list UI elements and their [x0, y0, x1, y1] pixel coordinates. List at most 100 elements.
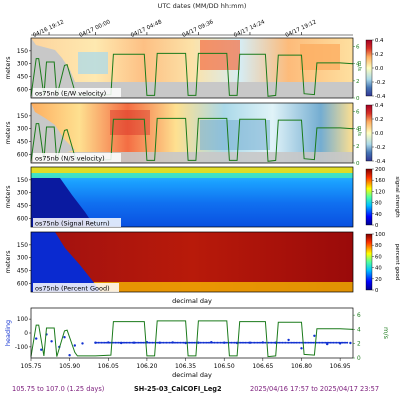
colorbar-tick-label: 80: [375, 243, 382, 249]
heading-point: [164, 341, 166, 344]
heading-point: [259, 341, 262, 344]
ns-label-bg: [33, 153, 121, 162]
ew-colorbar-ticks: 0.4 0.2 0.0 -0.2 -0.4: [372, 38, 386, 100]
heading-point: [142, 341, 145, 344]
ns-yticks: 150 300 450 600: [17, 114, 31, 158]
heading-point: [212, 341, 214, 344]
heading-yticks: 100 0 -100: [15, 317, 31, 351]
heading-point: [113, 341, 115, 344]
heading-point: [239, 341, 242, 344]
depth-tick-label: 600: [17, 152, 28, 158]
ew-cool-patch-1: [78, 52, 108, 74]
top-tick-label: 04/17 04:48: [130, 19, 163, 39]
heading-point: [210, 341, 213, 344]
panel-ew-velocity: os75nb (E/W velocity) meters 15030045060…: [4, 37, 386, 102]
heading-point: [300, 347, 303, 350]
colorbar-tick-label: 0.2: [375, 117, 383, 123]
heading-point: [178, 341, 180, 344]
heading-point: [213, 341, 216, 344]
heading-point: [241, 341, 244, 344]
heading-point: [133, 341, 135, 344]
heading-point: [161, 341, 163, 344]
heading-point: [137, 341, 140, 344]
day-tick-label: 106.65: [252, 363, 273, 370]
heading-point: [208, 341, 211, 344]
heading-point: [326, 342, 329, 346]
heading-point: [199, 341, 202, 344]
heading-point: [335, 341, 338, 344]
ns-blue-patch: [200, 120, 270, 150]
heading-point: [300, 341, 302, 344]
heading-point: [102, 341, 104, 344]
heading-point: [287, 338, 290, 342]
day-tick-label: 105.75: [21, 363, 42, 370]
heading-point: [246, 341, 248, 344]
footer: 105.75 to 107.0 (1.25 days) SH-25-03_Cal…: [0, 383, 400, 397]
heading-point: [304, 341, 307, 344]
heading-point: [191, 341, 194, 344]
heading-point: [127, 341, 129, 344]
ns-right-label: m/s: [356, 126, 362, 136]
heading-point: [306, 341, 308, 344]
colorbar-tick-label: 20: [375, 277, 382, 283]
depth-tick-label: 600: [17, 87, 28, 93]
heading-point: [261, 341, 264, 344]
heading-point: [235, 341, 237, 344]
depth-tick-label: 300: [17, 191, 28, 197]
heading-xlabel: decimal day: [172, 371, 212, 379]
heading-point: [63, 336, 66, 339]
heading-point: [139, 341, 142, 344]
heading-point: [247, 341, 250, 344]
heading-point: [250, 341, 253, 344]
heading-point: [176, 341, 179, 344]
heading-point: [219, 341, 222, 344]
signal-label: os75nb (Signal Return): [35, 220, 110, 228]
heading-point: [159, 341, 162, 344]
heading-point: [287, 341, 290, 344]
colorbar-tick-label: 0.4: [375, 103, 384, 109]
colorbar-tick-label: 0: [375, 288, 379, 294]
heading-point: [276, 341, 279, 344]
heading-point: [225, 341, 228, 344]
colorbar-tick-label: 120: [375, 189, 386, 195]
heading-point: [148, 341, 151, 344]
pg-bottom-band: [31, 282, 353, 292]
panel-percent-good: os75nb (Percent Good) meters 150 300 450 60…: [4, 231, 400, 294]
heading-point: [150, 341, 152, 344]
decimal-day-label: decimal day: [172, 297, 212, 305]
heading-point: [317, 341, 319, 344]
depth-tick-label: 300: [17, 62, 28, 68]
colorbar-tick-label: -0.2: [375, 145, 385, 151]
speed-tick-label: 6: [356, 45, 360, 51]
colorbar-tick-label: 0.4: [375, 38, 384, 44]
heading-point: [310, 341, 313, 344]
heading-point: [103, 341, 106, 344]
ns-colorbar: [365, 104, 373, 162]
depth-tick-label: 450: [17, 204, 28, 210]
heading-point: [201, 341, 203, 344]
heading-point: [81, 342, 84, 345]
heading-point: [349, 341, 352, 345]
heading-point: [327, 341, 330, 344]
heading-point: [323, 341, 325, 344]
top-tick-label: 04/17 09:36: [182, 19, 215, 39]
heading-point: [258, 341, 261, 344]
heading-point: [256, 341, 259, 344]
heading-point: [125, 341, 128, 344]
depth-tick-label: 600: [17, 216, 28, 222]
speed-tick-label: 6: [357, 313, 361, 319]
colorbar-tick-label: 200: [375, 167, 386, 173]
colorbar-tick-label: -0.4: [375, 159, 386, 165]
signal-frame: [30, 166, 354, 228]
pg-frame: [30, 231, 354, 293]
depth-tick-label: 450: [17, 269, 28, 275]
heading-point: [207, 341, 210, 344]
pg-label: os75nb (Percent Good): [35, 285, 110, 293]
heading-point: [283, 341, 285, 344]
depth-tick-label: 150: [17, 114, 28, 120]
signal-colorbar-label: signal strength: [394, 176, 400, 218]
depth-tick-label: 150: [17, 49, 28, 55]
heading-point: [106, 341, 109, 344]
speed-tick-label: 0: [357, 356, 361, 362]
panel-ns-velocity: os75nb (N/S velocity) meters 15030045060…: [4, 102, 386, 167]
